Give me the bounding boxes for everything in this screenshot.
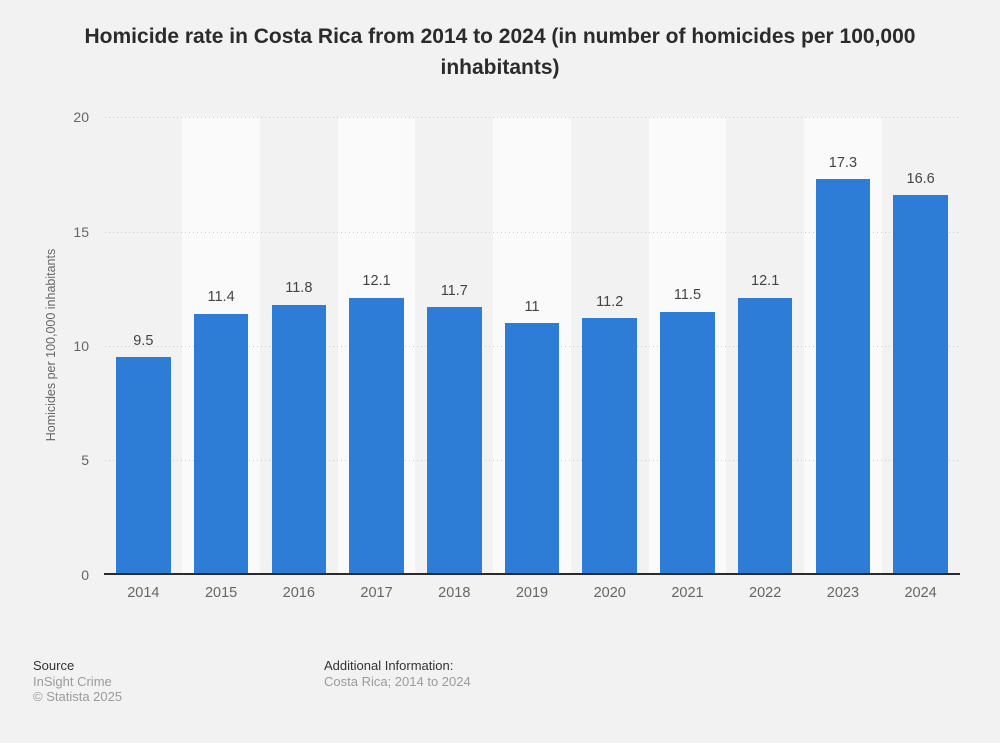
chart-title-line-2: inhabitants) bbox=[440, 56, 560, 79]
x-tick-label-2023: 2023 bbox=[826, 585, 860, 601]
bar-2014[interactable] bbox=[116, 357, 171, 573]
y-tick-label-0: 0 bbox=[81, 567, 89, 583]
x-tick-label-2014: 2014 bbox=[127, 585, 160, 601]
additional-info-value: Costa Rica; 2014 to 2024 bbox=[324, 674, 471, 689]
value-label-2020: 11.2 bbox=[596, 293, 624, 310]
bar-2018[interactable] bbox=[427, 307, 482, 573]
value-label-2018: 11.7 bbox=[440, 282, 468, 299]
x-tick-label-2019: 2019 bbox=[515, 585, 549, 601]
value-label-2023: 17.3 bbox=[828, 154, 858, 171]
chart-title: Homicide rate in Costa Rica from 2014 to… bbox=[0, 21, 1000, 83]
additional-info-label: Additional Information: bbox=[324, 658, 454, 673]
bar-2023[interactable] bbox=[815, 179, 871, 573]
x-tick-label-2022: 2022 bbox=[749, 585, 782, 601]
gridline-15 bbox=[104, 232, 960, 233]
value-label-2019: 11 bbox=[524, 298, 540, 315]
bar-2024[interactable] bbox=[893, 195, 948, 573]
bar-2021[interactable] bbox=[660, 311, 715, 573]
value-label-2022: 12.1 bbox=[751, 273, 780, 290]
value-label-2021: 11.5 bbox=[673, 287, 702, 304]
bar-2022[interactable] bbox=[737, 297, 793, 573]
x-tick-label-2021: 2021 bbox=[671, 585, 704, 601]
source-label: Source bbox=[33, 658, 75, 673]
source-name: InSight Crime bbox=[33, 674, 112, 689]
y-tick-label-15: 15 bbox=[73, 224, 89, 240]
copyright: © Statista 2025 bbox=[33, 689, 123, 704]
gridline-20 bbox=[104, 117, 960, 118]
x-tick-label-2016: 2016 bbox=[282, 585, 315, 601]
value-label-2016: 11.8 bbox=[285, 280, 313, 297]
x-tick-label-2018: 2018 bbox=[438, 585, 471, 601]
y-tick-label-10: 10 bbox=[73, 338, 89, 354]
bar-2016[interactable] bbox=[271, 304, 327, 573]
x-tick-label-2017: 2017 bbox=[360, 585, 393, 601]
x-axis-line bbox=[104, 573, 960, 575]
bar-2017[interactable] bbox=[349, 297, 404, 573]
value-label-2024: 16.6 bbox=[906, 170, 935, 187]
value-label-2014: 9.5 bbox=[133, 332, 154, 349]
x-tick-label-2024: 2024 bbox=[904, 585, 937, 601]
bar-2019[interactable] bbox=[504, 323, 560, 573]
x-tick-label-2015: 2015 bbox=[204, 585, 238, 601]
chart-title-line-1: Homicide rate in Costa Rica from 2014 to… bbox=[84, 25, 916, 48]
bar-2020[interactable] bbox=[582, 318, 637, 573]
bar-2015[interactable] bbox=[193, 313, 249, 573]
y-tick-label-5: 5 bbox=[81, 452, 89, 468]
y-tick-label-20: 20 bbox=[73, 109, 89, 125]
value-label-2015: 11.4 bbox=[207, 289, 235, 306]
value-label-2017: 12.1 bbox=[362, 273, 391, 290]
x-tick-label-2020: 2020 bbox=[593, 585, 626, 601]
